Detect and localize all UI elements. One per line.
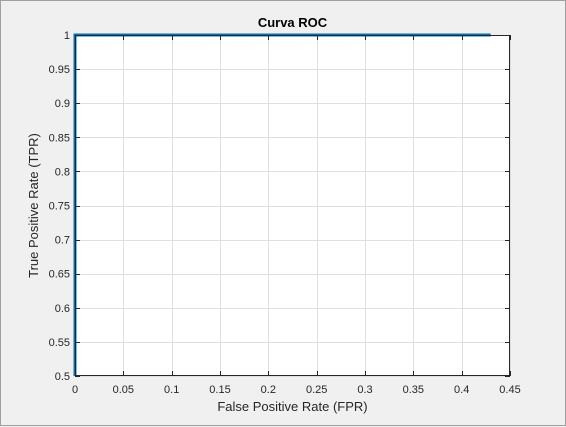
y-axis-ticks: 0.5 0.55 0.6 0.65 0.7 0.75 0.8 0.85 0.9 0.95 1 <box>49 30 510 383</box>
y-axis-label: True Positive Rate (TPR) <box>26 133 41 278</box>
y-tick-label: 0.6 <box>55 303 70 315</box>
x-axis-label: False Positive Rate (FPR) <box>217 399 367 414</box>
x-tick-label: 0.1 <box>164 384 179 396</box>
grid-lines <box>75 35 511 377</box>
x-tick-label: 0.15 <box>209 384 230 396</box>
y-tick-label: 1 <box>64 30 70 42</box>
chart-title: Curva ROC <box>258 15 328 30</box>
x-tick-label: 0.3 <box>357 384 372 396</box>
y-tick-label: 0.85 <box>49 132 70 144</box>
y-tick-label: 0.7 <box>55 235 70 247</box>
plot-area <box>75 35 510 376</box>
y-tick-label: 0.55 <box>49 337 70 349</box>
x-tick-label: 0.05 <box>113 384 134 396</box>
x-tick-label: 0.4 <box>454 384 469 396</box>
x-tick-label: 0.45 <box>499 384 520 396</box>
y-tick-label: 0.8 <box>55 166 70 178</box>
x-tick-label: 0.35 <box>403 384 424 396</box>
y-tick-label: 0.65 <box>49 269 70 281</box>
y-tick-label: 0.95 <box>49 64 70 76</box>
x-tick-label: 0.25 <box>306 384 327 396</box>
y-tick-label: 0.75 <box>49 201 70 213</box>
x-axis-ticks: 0 0.05 0.1 0.15 0.2 0.25 0.3 0.35 0.4 0.45 <box>72 35 521 396</box>
x-tick-label: 0 <box>72 384 78 396</box>
y-tick-label: 0.9 <box>55 98 70 110</box>
y-tick-label: 0.5 <box>55 371 70 383</box>
plot-frame <box>75 35 510 376</box>
x-tick-label: 0.2 <box>261 384 276 396</box>
